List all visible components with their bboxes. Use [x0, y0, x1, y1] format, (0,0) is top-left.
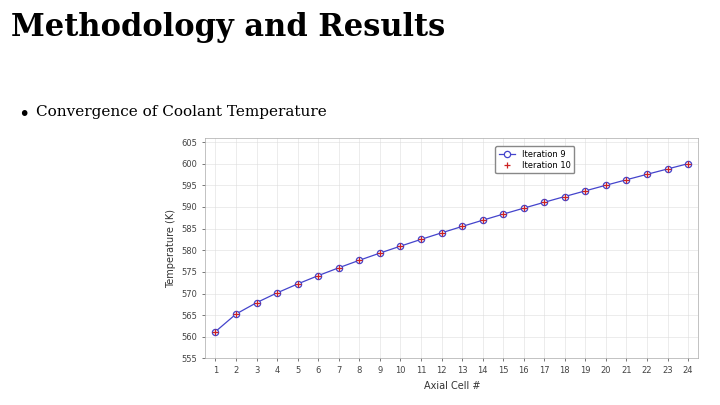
Iteration 9 [478, 218, 487, 223]
Iteration 10 [232, 311, 240, 316]
Iteration 9 [417, 237, 426, 242]
Iteration 9 [602, 183, 611, 188]
Iteration 9 [684, 161, 693, 166]
Iteration 9 [643, 172, 652, 177]
Iteration 9 [581, 188, 590, 193]
Iteration 9 [540, 200, 549, 205]
Text: Methodology and Results: Methodology and Results [11, 12, 445, 43]
Iteration 9 [252, 300, 261, 305]
Iteration 9 [663, 166, 672, 171]
Iteration 10 [622, 177, 631, 182]
Iteration 9 [335, 265, 343, 270]
Iteration 10 [314, 273, 323, 278]
Iteration 10 [581, 188, 590, 193]
Iteration 9 [211, 329, 220, 334]
Iteration 10 [499, 212, 508, 217]
Iteration 9 [293, 281, 302, 286]
Iteration 9 [355, 258, 364, 263]
Iteration 9 [458, 224, 467, 229]
Iteration 9 [314, 273, 323, 278]
Iteration 9 [499, 212, 508, 217]
Line: Iteration 10: Iteration 10 [212, 160, 692, 335]
Iteration 10 [458, 224, 467, 229]
Iteration 10 [417, 237, 426, 242]
Legend: Iteration 9, Iteration 10: Iteration 9, Iteration 10 [495, 146, 575, 173]
Iteration 10 [684, 161, 693, 166]
Iteration 9 [519, 206, 528, 211]
Line: Iteration 9: Iteration 9 [212, 160, 691, 335]
Iteration 9 [232, 311, 240, 316]
Iteration 10 [663, 166, 672, 171]
Text: Convergence of Coolant Temperature: Convergence of Coolant Temperature [36, 105, 327, 119]
Iteration 10 [396, 244, 405, 249]
Iteration 10 [560, 194, 569, 199]
Iteration 10 [252, 300, 261, 305]
X-axis label: Axial Cell #: Axial Cell # [423, 381, 480, 390]
Iteration 10 [355, 258, 364, 263]
Iteration 10 [376, 251, 384, 256]
Iteration 10 [519, 206, 528, 211]
Iteration 10 [478, 218, 487, 223]
Iteration 10 [293, 281, 302, 286]
Iteration 9 [622, 177, 631, 182]
Iteration 9 [560, 194, 569, 199]
Iteration 9 [437, 230, 446, 235]
Iteration 9 [376, 251, 384, 256]
Iteration 10 [211, 329, 220, 334]
Iteration 10 [335, 265, 343, 270]
Iteration 10 [643, 172, 652, 177]
Y-axis label: Temperature (K): Temperature (K) [166, 209, 176, 288]
Iteration 10 [437, 230, 446, 235]
Text: •: • [18, 105, 30, 124]
Iteration 10 [540, 200, 549, 205]
Iteration 10 [273, 290, 282, 295]
Iteration 9 [273, 290, 282, 295]
Iteration 10 [602, 183, 611, 188]
Iteration 9 [396, 244, 405, 249]
